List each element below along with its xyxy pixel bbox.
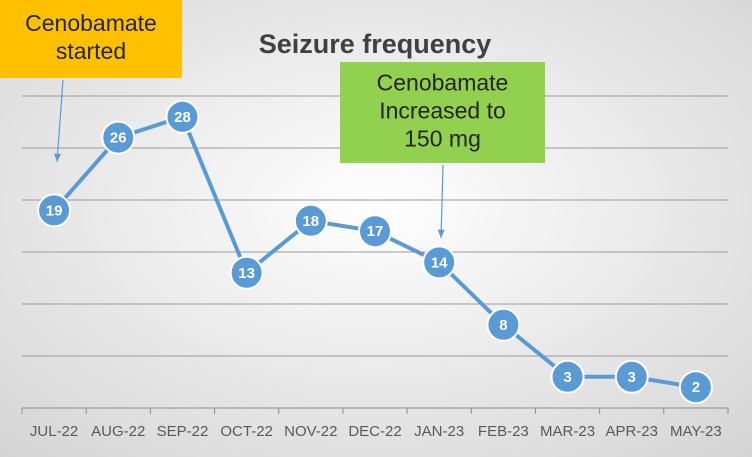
annotation-arrow xyxy=(56,79,64,163)
x-tick-label: MAR-23 xyxy=(540,423,595,440)
marker xyxy=(293,203,328,238)
x-tick-label: MAY-23 xyxy=(670,423,722,440)
data-label: 28 xyxy=(174,109,191,126)
x-tick-label: DEC-22 xyxy=(348,423,401,440)
annotation-text: 150 mg xyxy=(404,126,481,152)
marker xyxy=(101,120,136,155)
data-label: 2 xyxy=(692,379,700,396)
marker xyxy=(422,245,457,280)
marker xyxy=(550,359,585,394)
annotation-text: Cenobamate xyxy=(377,70,509,96)
x-tick-label: SEP-22 xyxy=(157,423,209,440)
data-label: 13 xyxy=(238,265,255,282)
annotation-text: started xyxy=(56,38,126,64)
x-tick-label: APR-23 xyxy=(605,423,658,440)
arrow-head xyxy=(437,229,445,238)
marker xyxy=(358,214,392,249)
data-label: 18 xyxy=(302,213,319,230)
annotation-text: Increased to xyxy=(379,98,506,124)
marker xyxy=(229,255,264,290)
marker xyxy=(678,370,713,405)
annotation-text: Cenobamate xyxy=(25,10,157,36)
x-tick-label: AUG-22 xyxy=(91,423,145,440)
annotation-box xyxy=(340,62,545,163)
data-label: 19 xyxy=(46,202,63,219)
chart-title: Seizure frequency xyxy=(259,29,492,59)
marker xyxy=(165,99,200,134)
annotation-box xyxy=(0,0,182,78)
data-label: 3 xyxy=(563,369,571,386)
annotation-arrow xyxy=(440,164,444,239)
marker xyxy=(37,193,72,228)
x-tick-label: NOV-22 xyxy=(284,423,337,440)
data-label: 26 xyxy=(110,130,127,147)
marker xyxy=(614,359,649,394)
x-tick-label: JUL-22 xyxy=(30,423,78,440)
x-tick-label: OCT-22 xyxy=(220,423,273,440)
data-label: 14 xyxy=(431,254,448,271)
marker xyxy=(486,307,521,342)
x-tick-label: JAN-23 xyxy=(414,423,464,440)
data-label: 8 xyxy=(499,317,507,334)
arrow-head xyxy=(54,153,62,162)
data-label: 3 xyxy=(628,369,636,386)
x-tick-label: FEB-23 xyxy=(478,423,529,440)
data-label: 17 xyxy=(367,223,384,240)
